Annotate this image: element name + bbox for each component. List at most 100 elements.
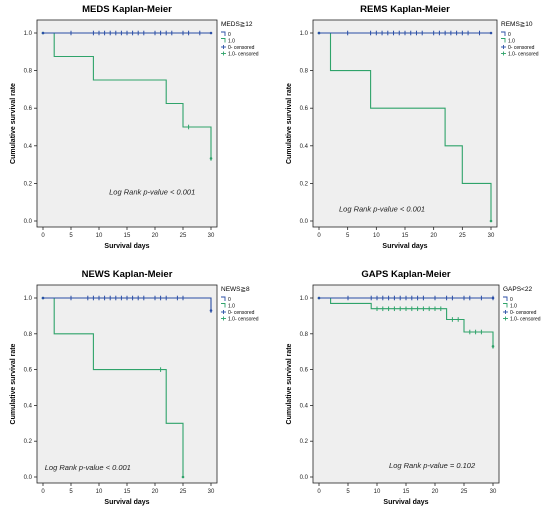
chart-title: GAPS Kaplan-Meier bbox=[361, 269, 451, 280]
x-tick-label: 25 bbox=[459, 233, 466, 239]
legend-entry: 1.0- censored bbox=[228, 52, 259, 58]
legend-entry: 0- censored bbox=[228, 45, 255, 51]
y-tick-label: 0.0 bbox=[300, 219, 309, 225]
y-axis-label: Cumulative survival rate bbox=[10, 343, 17, 424]
y-tick-label: 0.0 bbox=[24, 219, 33, 225]
curve-point bbox=[181, 475, 185, 479]
log-rank-annotation: Log Rank p-value < 0.001 bbox=[339, 205, 425, 214]
legend-entry: 0 bbox=[510, 297, 513, 303]
x-tick-label: 5 bbox=[69, 233, 73, 239]
chart-title: MEDS Kaplan-Meier bbox=[82, 4, 172, 15]
legend-entry: 0 bbox=[228, 32, 231, 38]
legend-swatch bbox=[221, 38, 226, 43]
y-tick-label: 1.0 bbox=[24, 296, 33, 302]
x-tick-label: 0 bbox=[41, 489, 45, 495]
legend-entry: 1.0- censored bbox=[510, 317, 541, 323]
y-tick-label: 0.0 bbox=[300, 475, 309, 481]
legend-entry: 1.0 bbox=[510, 304, 517, 310]
legend-entry: 0 bbox=[228, 297, 231, 303]
x-tick-label: 0 bbox=[317, 489, 321, 495]
log-rank-annotation: Log Rank p-value < 0.001 bbox=[45, 463, 131, 472]
legend-entry: 0- censored bbox=[510, 310, 537, 316]
legend-entry: 1.0- censored bbox=[508, 52, 539, 58]
y-tick-label: 0.6 bbox=[24, 368, 33, 374]
y-tick-label: 0.8 bbox=[300, 332, 309, 338]
x-tick-label: 25 bbox=[180, 489, 187, 495]
x-tick-label: 20 bbox=[430, 233, 437, 239]
chart-title: NEWS Kaplan-Meier bbox=[82, 269, 173, 280]
y-axis-label: Cumulative survival rate bbox=[10, 83, 17, 164]
legend-swatch bbox=[221, 31, 226, 36]
curve-point bbox=[489, 31, 493, 35]
x-tick-label: 5 bbox=[69, 489, 73, 495]
legend-entry: 1.0 bbox=[228, 304, 235, 310]
legend-swatch bbox=[503, 303, 508, 308]
x-tick-label: 5 bbox=[346, 489, 350, 495]
x-tick-label: 10 bbox=[96, 233, 103, 239]
y-tick-label: 0.4 bbox=[300, 144, 309, 150]
x-tick-label: 10 bbox=[374, 489, 381, 495]
x-tick-label: 25 bbox=[180, 233, 187, 239]
legend-swatch bbox=[501, 31, 506, 36]
survival-curve-1.0 bbox=[43, 32, 212, 159]
y-tick-label: 0.6 bbox=[300, 368, 309, 374]
y-tick-label: 0.2 bbox=[24, 439, 33, 445]
chart-title: REMS Kaplan-Meier bbox=[360, 4, 450, 15]
curve-point bbox=[209, 31, 213, 35]
x-tick-label: 15 bbox=[403, 489, 410, 495]
legend-entry: 1.0- censored bbox=[228, 317, 259, 323]
x-tick-label: 30 bbox=[208, 233, 215, 239]
y-tick-label: 0.6 bbox=[24, 106, 33, 112]
y-tick-label: 1.0 bbox=[300, 296, 309, 302]
curve-point bbox=[41, 31, 45, 35]
legend-swatch bbox=[221, 303, 226, 308]
x-axis-label: Survival days bbox=[383, 499, 428, 506]
y-tick-label: 0.0 bbox=[24, 475, 33, 481]
legend-swatch bbox=[501, 38, 506, 43]
legend-entry: 1.0 bbox=[228, 39, 235, 45]
y-tick-label: 1.0 bbox=[300, 31, 309, 37]
x-tick-label: 25 bbox=[461, 489, 468, 495]
plot-area bbox=[312, 19, 498, 228]
x-tick-label: 15 bbox=[124, 233, 131, 239]
plot-area bbox=[36, 284, 218, 484]
survival-curve-1.0 bbox=[319, 32, 492, 221]
curve-point bbox=[41, 296, 45, 300]
x-axis-label: Survival days bbox=[382, 243, 427, 250]
y-axis-label: Cumulative survival rate bbox=[286, 83, 293, 164]
y-tick-label: 0.8 bbox=[300, 69, 309, 75]
x-axis-label: Survival days bbox=[104, 499, 149, 506]
legend-title: NEWS≧8 bbox=[221, 286, 250, 293]
x-tick-label: 20 bbox=[152, 233, 159, 239]
y-tick-label: 0.8 bbox=[24, 332, 33, 338]
legend-entry: 0 bbox=[508, 32, 511, 38]
log-rank-annotation: Log Rank p-value < 0.001 bbox=[109, 188, 195, 197]
curve-point bbox=[209, 157, 213, 160]
x-tick-label: 0 bbox=[317, 233, 321, 239]
y-axis-label: Cumulative survival rate bbox=[286, 343, 293, 424]
y-tick-label: 0.4 bbox=[24, 403, 33, 409]
plot-area bbox=[36, 19, 218, 228]
curve-point bbox=[491, 296, 495, 300]
curve-point bbox=[317, 296, 321, 300]
curve-point bbox=[489, 219, 493, 223]
survival-curve-1.0 bbox=[43, 297, 184, 477]
y-tick-label: 1.0 bbox=[24, 31, 33, 37]
y-tick-label: 0.8 bbox=[24, 69, 33, 75]
legend-title: MEDS≧12 bbox=[221, 21, 253, 28]
y-tick-label: 0.2 bbox=[300, 439, 309, 445]
plot-area bbox=[312, 284, 500, 484]
legend-title: GAPS<22 bbox=[503, 286, 532, 293]
y-tick-label: 0.6 bbox=[300, 106, 309, 112]
x-tick-label: 5 bbox=[346, 233, 350, 239]
x-tick-label: 30 bbox=[490, 489, 497, 495]
x-tick-label: 0 bbox=[41, 233, 45, 239]
y-tick-label: 0.4 bbox=[300, 403, 309, 409]
survival-curve-1.0 bbox=[319, 297, 494, 347]
y-tick-label: 0.4 bbox=[24, 144, 33, 150]
